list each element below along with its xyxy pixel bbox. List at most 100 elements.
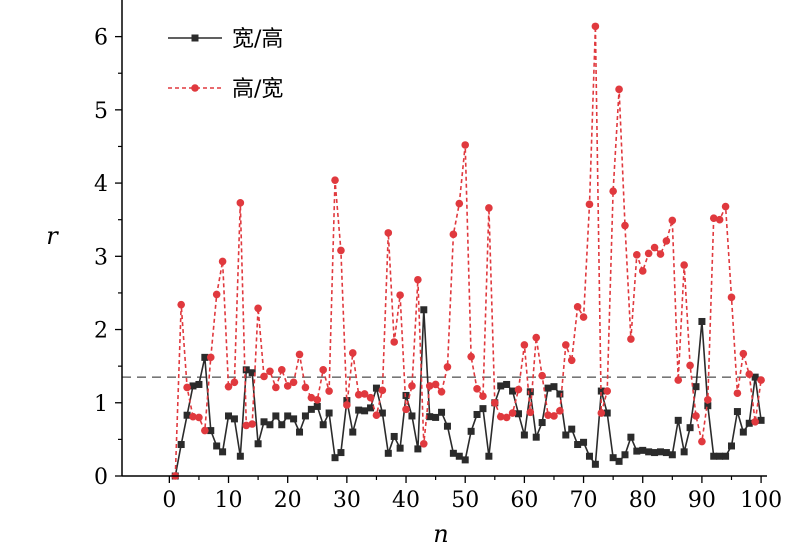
x-tick-label: 100 bbox=[740, 488, 782, 513]
series-2-point bbox=[195, 413, 203, 422]
series-1-point bbox=[331, 454, 339, 462]
series-1-point bbox=[585, 452, 593, 460]
series-1-point bbox=[349, 428, 357, 436]
series-2-point bbox=[709, 214, 718, 223]
series-2-point bbox=[479, 392, 487, 400]
series-2-point bbox=[591, 22, 600, 31]
series-1-point bbox=[704, 402, 712, 410]
series-2-point bbox=[402, 405, 410, 414]
series-2-point bbox=[230, 378, 239, 387]
series-1-point bbox=[639, 446, 647, 454]
series-2-point bbox=[325, 387, 333, 395]
series-2-point bbox=[579, 313, 588, 321]
series-2-point bbox=[236, 199, 245, 207]
y-tick-label: 3 bbox=[94, 245, 108, 270]
series-1-point bbox=[396, 444, 404, 452]
series-2-point bbox=[502, 413, 511, 422]
series-2-point bbox=[212, 290, 221, 299]
series-2-point bbox=[485, 204, 493, 212]
series-2-point bbox=[508, 409, 517, 417]
series-1-point bbox=[727, 442, 735, 450]
legend: 宽/高高/宽 bbox=[168, 27, 283, 102]
series-1-point bbox=[479, 405, 487, 413]
legend-marker-2 bbox=[191, 84, 199, 92]
series-2-point bbox=[419, 439, 428, 448]
series-2-point bbox=[224, 382, 233, 391]
series-2-point bbox=[183, 383, 191, 392]
series-2-point bbox=[514, 385, 523, 394]
series-2-point bbox=[562, 341, 570, 349]
series-2-point bbox=[437, 387, 446, 396]
x-tick-label: 80 bbox=[629, 488, 657, 513]
series-2-point bbox=[366, 393, 375, 402]
series-2-point bbox=[668, 216, 677, 225]
series-2-point bbox=[248, 420, 256, 428]
series-1-point bbox=[284, 412, 292, 420]
series-1-point bbox=[538, 419, 546, 427]
series-2-point bbox=[372, 411, 381, 420]
series-2-point bbox=[692, 412, 700, 420]
series-1-point bbox=[254, 440, 262, 448]
series-1-point bbox=[621, 451, 629, 459]
series-1-point bbox=[201, 353, 209, 361]
series-2-point bbox=[206, 353, 215, 362]
series-2-point bbox=[585, 200, 594, 209]
series-2-point bbox=[283, 382, 292, 390]
series-1-point bbox=[420, 306, 428, 314]
series-1-point bbox=[384, 449, 392, 457]
series-1-point bbox=[183, 411, 191, 419]
series-1-point bbox=[739, 428, 747, 436]
series-1-point bbox=[656, 448, 664, 456]
legend-marker-1 bbox=[191, 34, 199, 42]
series-2-point bbox=[313, 396, 322, 404]
series-2-point bbox=[473, 385, 481, 393]
series-1-point bbox=[337, 449, 345, 457]
series-1-point bbox=[550, 383, 558, 391]
series-1-point bbox=[597, 387, 605, 395]
series-1-point bbox=[432, 413, 440, 421]
series-2-point bbox=[573, 303, 582, 311]
series-2-point bbox=[425, 382, 434, 390]
series-2-point bbox=[266, 367, 274, 376]
series-1-point bbox=[615, 457, 623, 465]
series-1-point bbox=[213, 442, 221, 450]
series-2-point bbox=[739, 349, 748, 358]
series-2-point bbox=[751, 418, 759, 426]
x-tick-label: 30 bbox=[333, 488, 361, 513]
y-tick-label: 0 bbox=[94, 465, 108, 490]
series-1-point bbox=[757, 416, 765, 424]
series-2-point bbox=[277, 366, 286, 374]
x-tick-label: 60 bbox=[510, 488, 538, 513]
series-1-point bbox=[266, 421, 274, 429]
series-1-point bbox=[568, 425, 576, 433]
series-2-point bbox=[597, 409, 606, 417]
y-tick-label: 1 bbox=[94, 392, 108, 417]
series-2-point bbox=[496, 412, 505, 421]
series-2-point bbox=[603, 387, 612, 395]
series-2-point bbox=[490, 398, 499, 407]
series-2-point bbox=[757, 376, 765, 384]
series-1-point bbox=[556, 390, 564, 398]
series-2-point bbox=[260, 372, 268, 381]
series-1-point bbox=[248, 369, 256, 377]
series-1-point bbox=[461, 456, 469, 464]
legend-label-1: 宽/高 bbox=[232, 27, 283, 52]
series-1-point bbox=[509, 387, 517, 395]
series-1-point bbox=[301, 412, 309, 420]
series-2-point bbox=[538, 371, 546, 380]
x-tick-label: 40 bbox=[392, 488, 420, 513]
series-2-point bbox=[526, 408, 535, 417]
series-2-point bbox=[319, 366, 327, 374]
series-1-point bbox=[260, 418, 268, 426]
series-2-point bbox=[443, 363, 452, 371]
series-1-point bbox=[414, 445, 422, 453]
series-1-point bbox=[378, 409, 386, 417]
series-2-point bbox=[348, 349, 357, 357]
series-1-point bbox=[225, 412, 233, 420]
series-2-point bbox=[467, 352, 475, 361]
series-2-point bbox=[189, 412, 197, 421]
series-2-point bbox=[656, 250, 665, 258]
series-2-point bbox=[627, 335, 635, 343]
series-1-point bbox=[236, 452, 244, 460]
series-1-point bbox=[207, 427, 215, 435]
